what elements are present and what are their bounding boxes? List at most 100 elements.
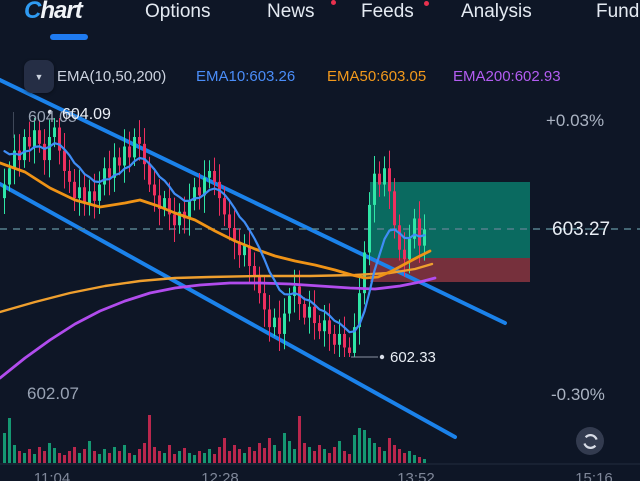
volume-bar [98, 454, 101, 463]
candle-body [108, 168, 111, 178]
candle-body [283, 313, 286, 334]
volume-bar [353, 435, 356, 463]
volume-bar [48, 443, 51, 463]
candle-body [233, 227, 236, 242]
volume-bar [318, 445, 321, 463]
candle-body [8, 168, 11, 185]
volume-bar [58, 453, 61, 463]
legend-ema-title[interactable]: EMA(10,50,200) [57, 68, 167, 85]
candle-body [23, 137, 26, 161]
volume-bar [218, 447, 221, 463]
tab-feeds[interactable]: Feeds [361, 1, 414, 22]
volume-bar [173, 454, 176, 463]
candle-body [293, 286, 296, 296]
candle-body [133, 137, 136, 158]
candle-body [163, 198, 166, 209]
volume-bar [248, 447, 251, 463]
session-low-label: 602.33 [390, 349, 436, 366]
volume-bar [243, 453, 246, 463]
candle-body [103, 168, 106, 185]
candle-body [148, 164, 151, 185]
refresh-icon [582, 433, 598, 449]
volume-bar [273, 445, 276, 463]
volume-bar [238, 449, 241, 463]
candle-body [173, 214, 176, 226]
volume-bar [118, 451, 121, 463]
volume-bar [363, 430, 366, 463]
active-tab-underline [50, 34, 88, 40]
candle-body [248, 245, 251, 267]
candle-body [373, 173, 376, 205]
candle-body [3, 184, 6, 199]
candle-body [333, 333, 336, 345]
candle-body [348, 347, 351, 353]
volume-bar [268, 438, 271, 463]
candle-body [228, 214, 231, 228]
volume-bar [303, 443, 306, 463]
session-high-label: 604.09 [62, 106, 111, 123]
volume-bar [298, 416, 301, 463]
candle-body [138, 137, 141, 144]
reset-zoom-button[interactable] [576, 427, 604, 455]
candle-body [288, 295, 291, 314]
volume-bar [288, 441, 291, 463]
candle-body [403, 249, 406, 260]
candle-body [243, 245, 246, 256]
volume-bar [43, 451, 46, 463]
logo-text: hart [40, 0, 82, 24]
candle-body [78, 187, 81, 199]
volume-bar [53, 448, 56, 463]
volume-bar [223, 438, 226, 463]
trendline-lower[interactable] [0, 182, 457, 439]
volume-bar [168, 445, 171, 463]
volume-bar [233, 445, 236, 463]
candle-body [393, 191, 396, 226]
candle-body [188, 200, 191, 219]
axis-price-low: 602.07 [27, 384, 79, 403]
volume-bar [68, 451, 71, 463]
volume-bar [203, 453, 206, 463]
candle-body [303, 304, 306, 318]
tab-options[interactable]: Options [145, 1, 211, 22]
legend-ema10-value: EMA10:603.26 [196, 68, 296, 85]
time-label: 12:28 [201, 470, 239, 481]
legend-collapse-button[interactable]: ▼ [24, 60, 54, 93]
volume-bar [13, 445, 16, 463]
volume-bar [38, 447, 41, 463]
volume-bar [408, 451, 411, 463]
candle-body [98, 184, 101, 201]
app-logo[interactable]: Chart [24, 0, 83, 25]
time-label: 11:04 [33, 470, 71, 481]
candle-body [363, 252, 366, 294]
ema50-line [0, 161, 432, 280]
candle-body [128, 146, 131, 158]
volume-bar [153, 447, 156, 463]
volume-bar [413, 455, 416, 463]
notification-dot-news [331, 0, 336, 5]
candle-body [223, 198, 226, 215]
volume-bar [138, 449, 141, 463]
volume-bar [143, 443, 146, 463]
volume-bar [183, 448, 186, 463]
candle-body [88, 191, 91, 204]
axis-price-high: 604.05 [28, 109, 77, 126]
tab-news[interactable]: News [267, 1, 315, 22]
candle-body [193, 187, 196, 201]
volume-bar [423, 459, 426, 463]
percent-low-label: -0.30% [551, 385, 605, 404]
volume-bar [373, 443, 376, 463]
candle-body [278, 317, 281, 334]
volume-bar [338, 441, 341, 463]
tab-analysis[interactable]: Analysis [461, 1, 532, 22]
candle-body [143, 143, 146, 165]
volume-bars [3, 415, 426, 463]
position-tool-profit-zone[interactable] [370, 182, 530, 258]
volume-bar [258, 443, 261, 463]
candle-body [388, 168, 391, 192]
tab-fundamentals[interactable]: Fund [596, 1, 640, 22]
volume-bar [378, 447, 381, 463]
volume-bar [253, 451, 256, 463]
volume-bar [8, 418, 11, 463]
